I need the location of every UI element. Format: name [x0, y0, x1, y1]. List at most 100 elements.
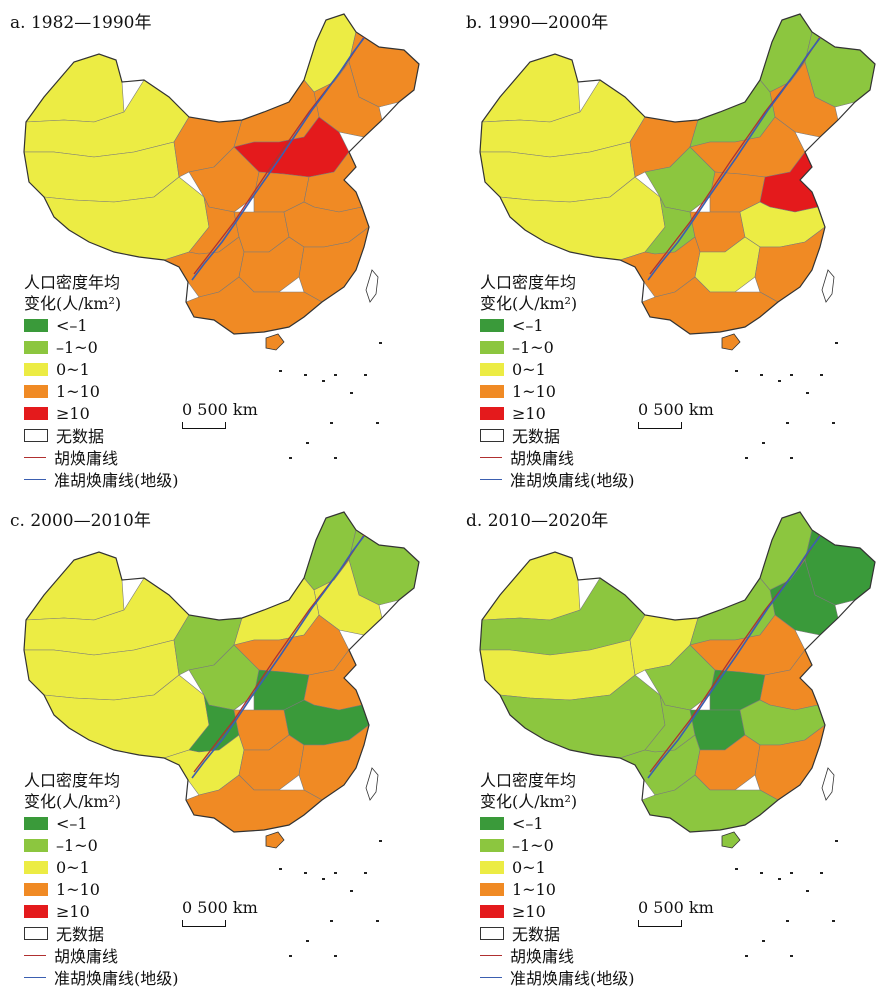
china-map: [479, 511, 876, 957]
south-sea-island-7: [334, 955, 337, 957]
legend-label: 胡焕庸线: [54, 947, 119, 966]
legend-swatch: [24, 406, 48, 420]
legend-item: 0~1: [480, 358, 660, 380]
legend-label: –1~0: [512, 337, 554, 357]
legend-item: 1~10: [480, 878, 660, 900]
legend-swatch: [24, 882, 48, 896]
region-w1: [481, 53, 581, 123]
scale-label: 0 500 km: [182, 898, 258, 917]
legend-line-item: 准胡焕庸线(地级): [24, 468, 204, 490]
scale-label: 0 500 km: [638, 400, 714, 419]
legend-label: <–1: [56, 315, 88, 335]
south-sea-island-4: [350, 890, 353, 892]
scale-bar-line: [182, 422, 226, 429]
legend-swatch: [24, 318, 48, 332]
legend-line-swatch: [24, 954, 46, 956]
legend-swatch: [480, 816, 504, 830]
south-sea-island-10: [376, 422, 379, 424]
panel-title: a. 1982—1990年: [10, 13, 152, 33]
legend-title-line1: 人口密度年均: [24, 273, 121, 292]
legend-item: <–1: [480, 812, 660, 834]
quasi-hu-line: [647, 535, 821, 779]
scale-bar: 0 500 km: [176, 400, 276, 436]
south-sea-island-11: [835, 342, 838, 344]
map-panel-a: a. 1982—1990年 人口密度年均 变化(人/km²) <–1 –1~0 0~…: [4, 2, 444, 492]
legend-swatch: [480, 926, 504, 940]
legend-label: 1~10: [56, 381, 100, 401]
south-sea-island-7: [790, 457, 793, 459]
south-sea-island-5: [786, 422, 789, 424]
legend-title: 人口密度年均 变化(人/km²): [480, 272, 660, 314]
scale-bar-line: [182, 920, 226, 927]
south-sea-island-3: [790, 374, 793, 376]
legend-swatch: [24, 428, 48, 442]
legend-line-item: 胡焕庸线: [24, 944, 204, 966]
island-hainan: [721, 333, 741, 351]
south-sea-island-3: [334, 374, 337, 376]
south-sea-island-8: [364, 872, 367, 874]
legend-item: ≥10: [24, 402, 204, 424]
legend-item: –1~0: [24, 834, 204, 856]
legend-label: –1~0: [56, 835, 98, 855]
legend-item: 1~10: [24, 878, 204, 900]
legend-swatch: [480, 406, 504, 420]
legend-item: 1~10: [24, 380, 204, 402]
legend-title: 人口密度年均 变化(人/km²): [24, 272, 204, 314]
south-sea-island-11: [379, 840, 382, 842]
scale-bar: 0 500 km: [632, 400, 732, 436]
scale-bar-line: [638, 422, 682, 429]
quasi-hu-line: [647, 37, 821, 281]
south-sea-island-0: [279, 370, 282, 372]
country-outline: [479, 511, 876, 833]
map-panel-c: c. 2000—2010年 人口密度年均 变化(人/km²) <–1 –1~0 0~…: [4, 500, 444, 990]
legend-item: ≥10: [480, 900, 660, 922]
south-sea-island-3: [334, 872, 337, 874]
legend-swatch: [24, 926, 48, 940]
south-sea-island-2: [322, 380, 325, 382]
legend-label: 1~10: [512, 879, 556, 899]
legend-label: 无数据: [512, 925, 561, 944]
legend-item: 1~10: [480, 380, 660, 402]
legend-item: <–1: [24, 812, 204, 834]
south-sea-island-2: [778, 878, 781, 880]
south-sea-island-9: [289, 955, 292, 957]
legend-line-item: 准胡焕庸线(地级): [480, 468, 660, 490]
legend-label: 无数据: [56, 925, 105, 944]
legend-swatch: [480, 838, 504, 852]
legend-item: ≥10: [480, 402, 660, 424]
south-sea-island-5: [330, 920, 333, 922]
south-sea-island-2: [322, 878, 325, 880]
legend-title: 人口密度年均 变化(人/km²): [24, 770, 204, 812]
quasi-hu-line: [191, 37, 365, 281]
island-hainan: [265, 333, 285, 351]
legend-swatch: [480, 904, 504, 918]
legend-line-item: 胡焕庸线: [24, 446, 204, 468]
legend-item: 0~1: [24, 856, 204, 878]
south-sea-island-6: [762, 442, 765, 444]
south-sea-island-0: [735, 370, 738, 372]
legend-item: –1~0: [480, 336, 660, 358]
south-sea-island-9: [745, 457, 748, 459]
legend-label: 无数据: [56, 427, 105, 446]
south-sea-island-11: [379, 342, 382, 344]
south-sea-island-9: [289, 457, 292, 459]
south-sea-island-6: [306, 940, 309, 942]
legend-line-swatch: [24, 456, 46, 458]
legend-label: ≥10: [56, 403, 90, 423]
panel-title: d. 2010—2020年: [466, 511, 609, 531]
legend-swatch: [480, 340, 504, 354]
legend-label: 0~1: [56, 359, 90, 379]
china-map: [23, 511, 420, 957]
south-sea-island-1: [760, 374, 763, 376]
scale-bar-line: [638, 920, 682, 927]
legend-item: <–1: [480, 314, 660, 336]
legend-label: 0~1: [56, 857, 90, 877]
quasi-hu-line: [191, 535, 365, 779]
south-sea-island-10: [832, 920, 835, 922]
legend-title-line1: 人口密度年均: [480, 771, 577, 790]
legend-label: 无数据: [512, 427, 561, 446]
legend-line-swatch: [480, 456, 502, 458]
south-sea-island-0: [279, 868, 282, 870]
legend-title-line2: 变化(人/km²): [24, 792, 122, 811]
scale-label: 0 500 km: [182, 400, 258, 419]
